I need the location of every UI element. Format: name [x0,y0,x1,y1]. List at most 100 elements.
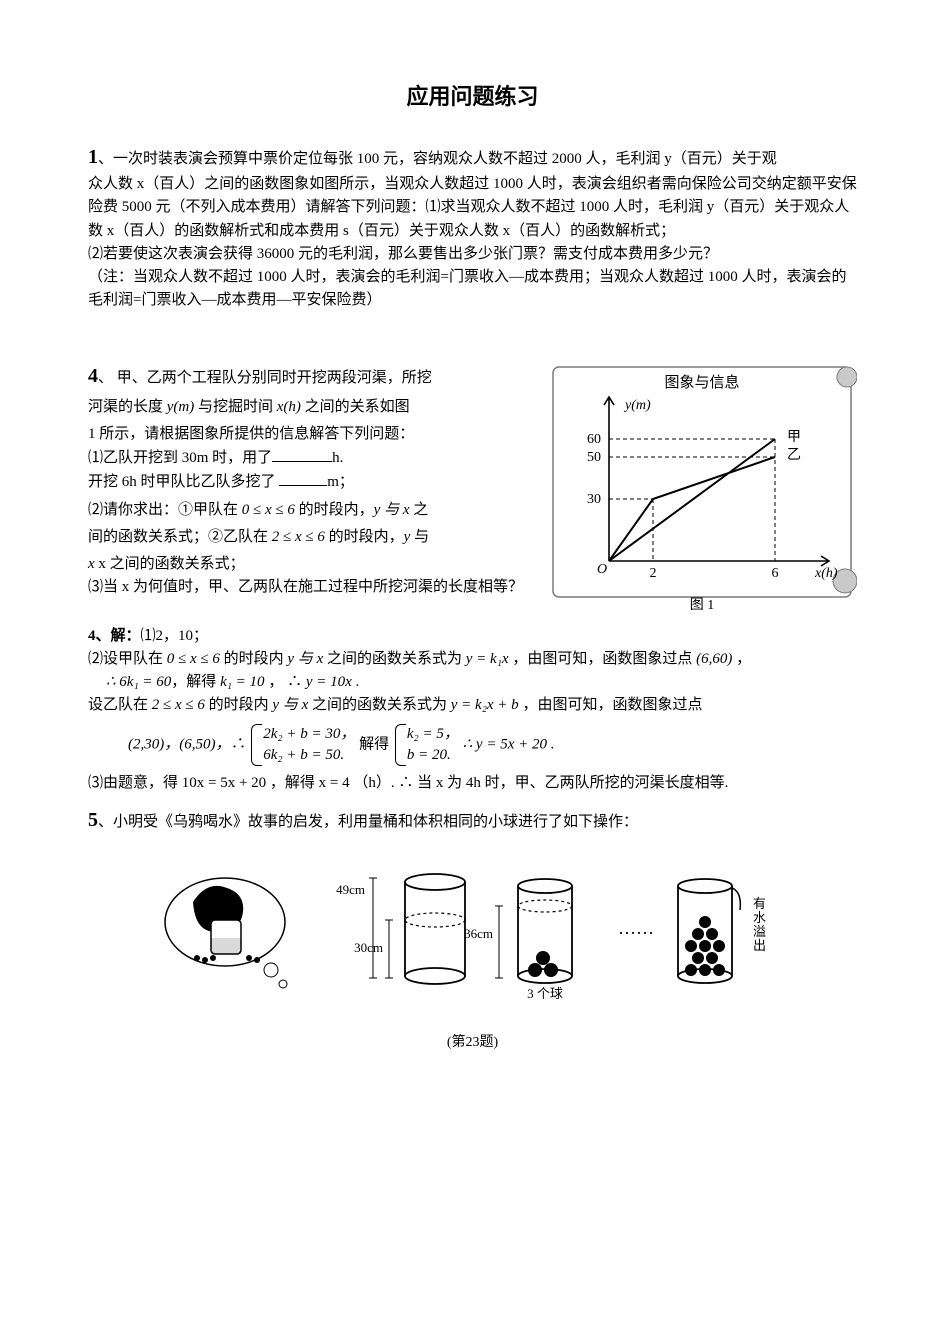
q4a-line2: ⑵设甲队在 0 ≤ x ≤ 6 的时段内 y 与 x 之间的函数关系式为 y =… [88,648,857,671]
question-4-wrap: 4、 甲、乙两个工程队分别同时开挖两段河渠，所挖 河渠的长度 y(m) 与挖掘时… [88,361,857,621]
q4a-3d: ， ∴ [265,674,306,690]
q4a-line5: (2,30)，(6,50)，∴ 2k₂ + b = 30， 6k₂ + b = … [88,724,857,766]
q4-number: 4 [88,365,98,387]
crow-icon [165,878,287,988]
sys2-r2: b = 20. [407,745,459,766]
q4a-4c: 的时段内 [205,697,273,713]
q4-l7b: 2 ≤ x ≤ 6 [272,529,325,545]
q4-l6b: 0 ≤ x ≤ 6 [242,502,295,518]
q4a-3c: k₁ = 10 [220,674,265,690]
q4a-4g: ，由图可知，函数图象过点 [519,697,703,713]
q4-l4b: h. [332,450,343,466]
q4-l2a: 河渠的长度 [88,399,167,415]
cylinder-1: 49cm 30cm [336,874,465,984]
q4-l7e: 与 [410,529,429,545]
x-axis-label: x(h) [814,566,838,581]
q4a-3f: . [352,674,360,690]
sys1-r2: 6k₂ + b = 50. [263,745,355,766]
q4a-line4: 设乙队在 2 ≤ x ≤ 6 的时段内 y 与 x 之间的函数关系式为 y = … [88,694,857,717]
q4a-2g: ，由图可知，函数图象过点 [509,651,697,667]
label-overflow: 有水溢出 [753,896,766,953]
q4-l6c: 的时段内， [295,502,374,518]
q4-l1: 4、 甲、乙两个工程队分别同时开挖两段河渠，所挖 [88,361,529,392]
q1-p2: 众人数 x（百人）之间的函数图象如图所示，当观众人数超过 1000 人时，表演会… [88,173,857,243]
q4-l6: ⑵请你求出：①甲队在 0 ≤ x ≤ 6 的时段内，y 与 x 之 [88,499,529,522]
q4a-a1: ⑴2，10； [141,628,209,644]
q4-l5b: m； [327,474,354,490]
system-1: 2k₂ + b = 30， 6k₂ + b = 50. [249,724,355,766]
sys2-r1: k₂ = 5， [407,724,459,745]
q4-l2y: y(m) [167,399,194,415]
q4-l7a: 间的函数关系式；②乙队在 [88,529,272,545]
question-4-text: 4、 甲、乙两个工程队分别同时开挖两段河渠，所挖 河渠的长度 y(m) 与挖掘时… [88,361,529,600]
q4a-5c: ∴ y = 5x + 20 . [463,736,555,752]
label-49cm: 49cm [336,882,365,897]
q4-l5: 开挖 6h 时甲队比乙队多挖了 m； [88,470,529,494]
q1-p4: （注：当观众人数不超过 1000 人时，表演会的毛利润=门票收入—成本费用；当观… [88,266,857,313]
q5-caption: (第23题) [88,1032,857,1054]
chart-title: 图象与信息 [664,374,739,391]
q4-l2x: x(h) [277,399,301,415]
q1-lead: 、一次时装表演会预算中票价定位每张 100 元，容纳观众人数不超过 2000 人… [98,151,777,167]
question-5: 5、小明受《乌鸦喝水》故事的启发，利用量桶和体积相同的小球进行了如下操作： [88,805,857,836]
q4a-4e: 之间的函数关系式为 [308,697,451,713]
spiral-icon [833,367,857,593]
q1-number: 1 [88,146,98,168]
q4-l2end: 之间的关系如图 [301,399,410,415]
label-jia: 甲 [787,430,801,445]
q4a-2a: ⑵设甲队在 [88,651,167,667]
page-title: 应用问题练习 [88,80,857,114]
cylinder-2: 36cm 3 个球 [464,879,572,1001]
q4-l8t: x 之间的函数关系式； [98,556,244,572]
q4-l9: ⑶当 x 为何值时，甲、乙两队在施工过程中所挖河渠的长度相等？ [88,576,529,599]
q5-svg: 49cm 30cm 36cm [153,858,793,1018]
q4a-2b: 0 ≤ x ≤ 6 [167,651,220,667]
ytick-60: 60 [587,432,601,447]
line-yi [609,457,775,561]
q4a-2h: (6,60) [696,651,732,667]
q5-text: 、小明受《乌鸦喝水》故事的启发，利用量桶和体积相同的小球进行了如下操作： [98,814,638,830]
q4a-5b: 解得 [359,736,393,752]
q1-p3: ⑵若要使这次表演会获得 36000 元的毛利润，那么要售出多少张门票？需支付成本… [88,243,857,266]
q4a-4b: 2 ≤ x ≤ 6 [152,697,205,713]
chart-panel: 图象与信息 O y(m) x(h) 2 6 30 50 60 [547,361,857,621]
q4-l5a: 开挖 6h 时甲队比乙队多挖了 [88,474,279,490]
q4a-2e: 之间的函数关系式为 [323,651,466,667]
q5-illustration: 49cm 30cm 36cm [88,858,857,1054]
q4a-3a: ∴ 6k₁ = 60 [106,674,171,690]
q4a-line3: ∴ 6k₁ = 60，解得 k₁ = 10 ， ∴ y = 10x . [88,671,857,694]
q4-l2mid: 与挖掘时间 [194,399,277,415]
q4a-4f: y = k₂x + b [451,697,519,713]
label-3balls: 3 个球 [527,986,563,1001]
q4-l6d: y 与 x [374,502,410,518]
label-yi: 乙 [787,447,801,463]
ytick-30: 30 [587,492,601,507]
q4-l8: x x 之间的函数关系式； [88,553,529,576]
dots-icon: …… [618,918,654,938]
ytick-50: 50 [587,450,601,465]
q1-line1: 1、一次时装表演会预算中票价定位每张 100 元，容纳观众人数不超过 2000 … [88,142,857,173]
q4a-head: 4、解：⑴2，10； [88,625,857,648]
q4a-2f: y = k₁x [466,651,509,667]
label-36cm: 36cm [464,926,493,941]
q4a-4d: y 与 x [272,697,308,713]
q4-l4a: ⑴乙队开挖到 30m 时，用了 [88,450,272,466]
q4a-3b: ，解得 [171,674,220,690]
question-4-answer: 4、解：⑴2，10； ⑵设甲队在 0 ≤ x ≤ 6 的时段内 y 与 x 之间… [88,625,857,795]
q4-l7c: 的时段内， [325,529,404,545]
q4-l6e: 之 [409,502,428,518]
xtick-2: 2 [650,566,657,581]
q4a-2d: y 与 x [287,651,323,667]
q4a-4a: 设乙队在 [88,697,152,713]
q4a-line6: ⑶由题意，得 10x = 5x + 20 ，解得 x = 4 （h）. ∴ 当 … [88,772,857,795]
system-2: k₂ = 5， b = 20. [393,724,459,766]
q4a-3e: y = 10x [306,674,352,690]
q4-l7: 间的函数关系式；②乙队在 2 ≤ x ≤ 6 的时段内，y 与 [88,526,529,549]
sys1-r1: 2k₂ + b = 30， [263,724,355,745]
q4a-2c: 的时段内 [220,651,288,667]
blank-1 [272,446,332,462]
y-axis-label: y(m) [623,398,651,413]
cylinder-3: 有水溢出 [678,879,766,983]
q4-l1a: 、 甲、乙两个工程队分别同时开挖两段河渠，所挖 [98,370,432,386]
question-1: 1、一次时装表演会预算中票价定位每张 100 元，容纳观众人数不超过 2000 … [88,142,857,313]
